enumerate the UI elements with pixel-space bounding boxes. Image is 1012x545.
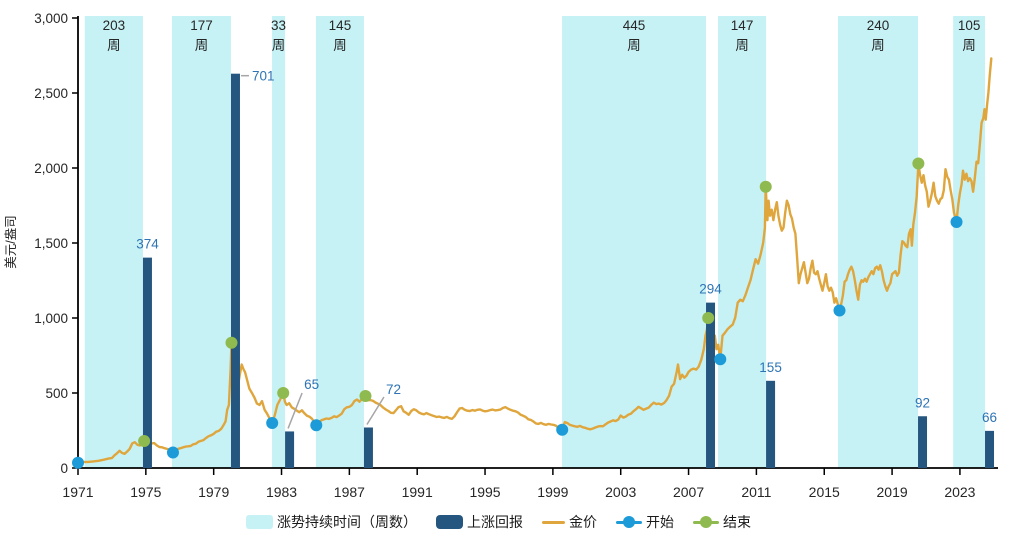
rally-weeks-unit: 周 [962,38,976,53]
duration-band-swatch [246,515,273,529]
rally-band [171,16,231,468]
end-dot [277,387,290,399]
y-tick-label: 1,000 [34,311,68,326]
rally-weeks-unit: 周 [272,38,286,53]
rally-weeks-unit: 周 [195,38,209,53]
y-tick-label: 1,500 [34,236,68,251]
y-tick-label: 2,000 [34,161,68,176]
rally-band [718,16,767,468]
rally-weeks-label: 177 [190,18,213,33]
x-tick-label: 2003 [605,484,636,500]
gold-price-line [76,57,993,464]
legend-label-start: 开始 [646,514,674,530]
start-dot [950,216,963,228]
label-leader-line [287,392,303,429]
x-tick-label: 2015 [809,484,840,500]
return-bar-swatch [436,515,463,529]
rally-weeks-unit: 周 [735,38,749,53]
rally-band [562,16,707,468]
start-dot [714,353,727,366]
start-dot [166,446,179,459]
rally-band [84,16,143,468]
return-value-label: 294 [699,282,722,297]
end-dot [759,180,772,193]
return-bar [706,302,716,468]
label-leader-line [366,396,385,425]
rally-weeks-label: 105 [958,18,981,33]
return-value-label: 66 [982,410,997,425]
y-tick-label: 2,500 [34,86,68,101]
x-tick-label: 2023 [944,484,975,500]
y-tick-label: 500 [45,386,68,401]
end-dot [138,435,151,447]
legend-item-gold-price: 金价 [542,512,597,532]
return-value-label: 65 [304,377,319,392]
x-tick-label: 1991 [402,484,433,500]
rally-weeks-label: 445 [623,18,646,33]
end-dot [702,312,715,324]
return-value-label: 155 [759,360,782,375]
y-tick-label: 3,000 [34,11,68,26]
return-value-label: 374 [136,237,159,252]
legend-label-return: 上涨回报 [467,514,523,530]
x-tick-label: 1971 [62,484,93,500]
rally-weeks-label: 33 [271,18,286,33]
start-dot [556,423,569,436]
gold-line-swatch [542,520,565,524]
start-dot-swatch [616,516,642,528]
legend-label-gold-price: 金价 [569,514,597,530]
x-tick-label: 1983 [266,484,297,500]
rally-weeks-label: 147 [731,18,754,33]
end-dot-swatch [693,516,719,528]
rally-band [837,16,919,468]
return-bar [142,257,152,468]
return-bar [285,431,295,468]
rally-weeks-unit: 周 [107,38,121,53]
end-dot [912,157,925,170]
legend-label-end: 结束 [723,514,751,530]
start-dot [310,419,323,432]
y-tick-label: 0 [60,461,68,476]
end-dot [225,336,238,349]
x-tick-label: 1987 [334,484,365,500]
return-value-label: 92 [915,395,930,410]
return-bar [230,73,240,468]
rally-weeks-label: 240 [867,18,890,33]
return-value-label: 701 [252,69,275,84]
legend-label-duration: 涨势持续时间（周数） [277,514,417,530]
rally-weeks-unit: 周 [627,38,641,53]
legend-item-end: 结束 [693,512,751,532]
rally-weeks-unit: 周 [333,38,347,53]
rally-weeks-label: 203 [103,18,126,33]
chart-legend: 涨势持续时间（周数） 上涨回报 金价 开始 结束 [246,512,751,532]
return-bar [985,430,995,468]
return-value-label: 72 [386,382,401,397]
rally-band [272,16,286,468]
start-dot [72,456,84,469]
start-dot [833,304,846,317]
rally-weeks-label: 145 [329,18,352,33]
x-tick-label: 1999 [537,484,568,500]
rally-weeks-unit: 周 [871,38,885,53]
end-dot [359,390,372,402]
legend-item-start: 开始 [616,512,674,532]
legend-item-return: 上涨回报 [436,512,523,532]
start-dot [266,417,279,429]
x-tick-label: 2007 [673,484,704,500]
x-tick-label: 2019 [877,484,908,500]
return-bar [766,380,776,468]
x-tick-label: 1975 [130,484,161,500]
x-tick-label: 1995 [469,484,500,500]
x-tick-label: 2011 [741,484,771,500]
rally-band [953,16,986,468]
return-bar [363,427,373,468]
y-axis-title: 美元/盎司 [4,215,18,268]
x-tick-label: 1979 [198,484,229,500]
rally-band [315,16,364,468]
return-bar [918,416,928,468]
legend-item-duration: 涨势持续时间（周数） [246,512,417,532]
